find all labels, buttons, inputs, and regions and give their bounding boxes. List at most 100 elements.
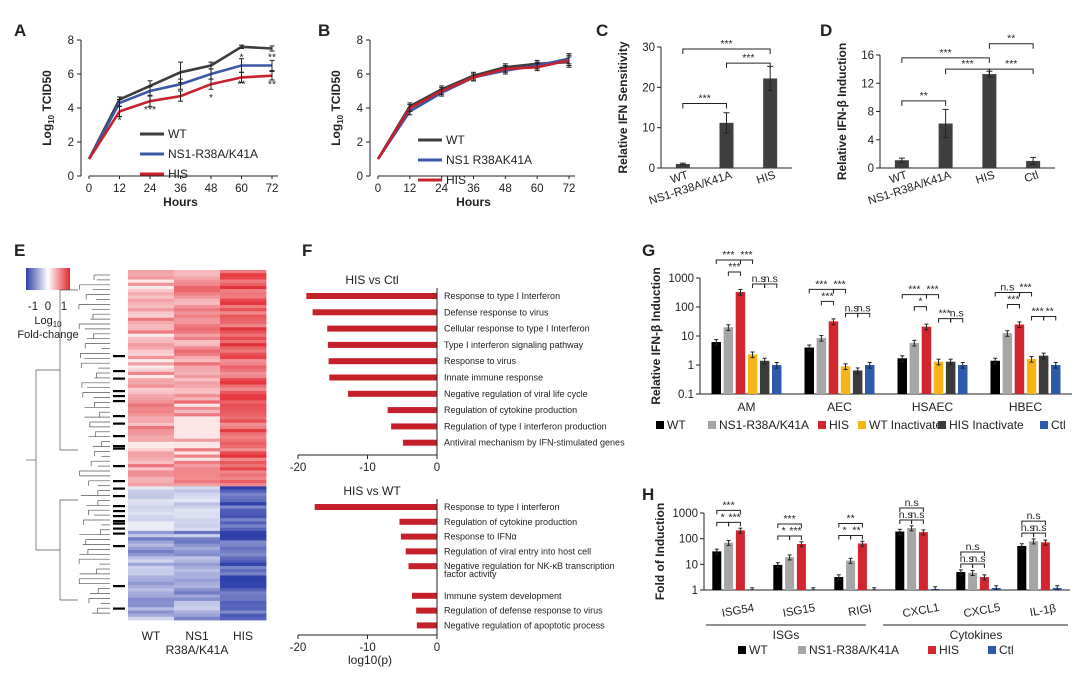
heatmap-cell bbox=[128, 406, 175, 411]
heatmap-cell bbox=[128, 480, 175, 484]
heatmap-cell bbox=[220, 521, 267, 525]
heatmap-cell bbox=[128, 565, 175, 570]
significance-bracket bbox=[925, 294, 940, 299]
gene-marker bbox=[113, 445, 125, 448]
heatmap-color-legend bbox=[26, 268, 70, 290]
significance-label: n.s bbox=[960, 553, 974, 565]
heatmap-cell bbox=[128, 559, 175, 564]
bar-his-inactivate bbox=[852, 370, 863, 394]
heatmap-cell bbox=[174, 448, 221, 452]
heatmap-cell bbox=[220, 492, 267, 497]
term-label: Defense response to virus bbox=[444, 307, 549, 317]
heatmap-cell bbox=[174, 610, 221, 615]
heatmap-column-label: NS1 bbox=[185, 629, 209, 643]
heatmap-cell bbox=[174, 365, 221, 370]
heatmap-cell bbox=[220, 556, 267, 560]
legend-label: HIS bbox=[829, 418, 849, 432]
heatmap-cell bbox=[174, 425, 221, 430]
heatmap-cell bbox=[128, 422, 175, 427]
heatmap-cell bbox=[220, 270, 267, 274]
panel-label-a: A bbox=[14, 21, 26, 40]
heatmap-cell bbox=[128, 556, 175, 560]
bar-ctl bbox=[958, 365, 968, 394]
heatmap-cell bbox=[220, 435, 267, 440]
x-tick-label: 0 bbox=[86, 183, 92, 195]
significance-bracket bbox=[1021, 520, 1046, 526]
legend-title-line2: Fold-change bbox=[17, 329, 78, 341]
bar-ctl bbox=[1051, 365, 1061, 394]
heatmap-cell bbox=[128, 543, 175, 548]
heatmap-cell bbox=[128, 285, 175, 290]
term-label: Regulation of cytokine production bbox=[444, 405, 577, 415]
bar-ns1-r38a-k41a bbox=[846, 560, 856, 590]
significance-bracket bbox=[1043, 315, 1057, 321]
bar-his-inactivate bbox=[759, 360, 770, 394]
heatmap-cell bbox=[128, 616, 175, 621]
y-axis-label: Relative IFN-β Induction bbox=[649, 267, 663, 404]
significance-bracket bbox=[913, 306, 927, 311]
heatmap-cell bbox=[220, 425, 267, 430]
significance-label: ** bbox=[1007, 33, 1015, 45]
bar-ns1-r38a-k41a bbox=[723, 327, 734, 394]
heatmap-cell bbox=[174, 597, 221, 602]
panel-c-bar-chart: 0 10 20 30 Relative IFN Sensitivity WTNS1-R38… bbox=[616, 38, 792, 208]
heatmap-cell bbox=[220, 559, 267, 564]
x-tick-label: -20 bbox=[290, 462, 307, 474]
category-label: CXCL1 bbox=[902, 602, 941, 620]
significance-bracket bbox=[716, 509, 741, 515]
heatmap-cell bbox=[128, 607, 175, 611]
bar-wt bbox=[711, 342, 721, 394]
significance-bracket bbox=[726, 62, 771, 69]
y-label-main: TCID50 bbox=[329, 70, 343, 115]
y-tick-label: 20 bbox=[642, 82, 655, 94]
dendrogram bbox=[26, 274, 110, 614]
heatmap-cell bbox=[174, 508, 221, 513]
x-tick-label: 48 bbox=[205, 183, 218, 195]
heatmap-cell bbox=[128, 352, 175, 357]
bar-his-inactivate bbox=[945, 361, 956, 394]
heatmap-cell bbox=[174, 527, 221, 532]
category-label: HBEC bbox=[1009, 400, 1043, 414]
heatmap-cell bbox=[220, 550, 267, 554]
x-tick-label: WT bbox=[669, 169, 690, 186]
significance-bracket bbox=[972, 563, 985, 569]
panel-label-c: C bbox=[596, 21, 608, 40]
x-tick-label: 72 bbox=[563, 183, 576, 195]
heatmap-cell bbox=[128, 349, 175, 354]
heatmap-cell bbox=[128, 381, 175, 385]
y-axis-label: Relative IFN-β Induction bbox=[835, 43, 849, 180]
term-label: Cellular response to type I Interferon bbox=[444, 324, 590, 334]
heatmap-cell bbox=[128, 390, 175, 395]
y-tick-label: 16 bbox=[861, 50, 874, 62]
heatmap-cell bbox=[174, 375, 221, 379]
significance-bracket bbox=[739, 259, 754, 264]
legend-label: NS1 R38AK41A bbox=[446, 153, 532, 167]
heatmap-column-label: HIS bbox=[233, 629, 253, 643]
x-tick-label: Ctl bbox=[1023, 169, 1040, 185]
heatmap-cell bbox=[220, 317, 267, 322]
heatmap-cell bbox=[174, 483, 221, 487]
heatmap-cell bbox=[128, 387, 175, 392]
heatmap-cell bbox=[128, 613, 175, 618]
heatmap-cell bbox=[174, 390, 221, 395]
x-axis-label: log10(p) bbox=[348, 653, 392, 667]
significance-label: *** bbox=[938, 308, 950, 320]
term-bar bbox=[387, 407, 437, 414]
heatmap-cell bbox=[220, 410, 267, 414]
y-tick-label: 0 bbox=[68, 171, 74, 183]
significance-label: *** bbox=[728, 261, 740, 273]
gene-marker bbox=[113, 487, 125, 490]
heatmap-cell bbox=[174, 502, 221, 506]
significance-bracket bbox=[682, 102, 727, 109]
heatmap-cell bbox=[128, 527, 175, 532]
bar-wt bbox=[834, 577, 844, 590]
legend-label: WT Inactivate bbox=[869, 418, 942, 432]
significance-label: n.s bbox=[845, 302, 859, 314]
heatmap-cell bbox=[174, 562, 221, 567]
y-tick-label: 10 bbox=[685, 559, 698, 571]
legend-label: HIS Inactivate bbox=[949, 418, 1024, 432]
heatmap-cell bbox=[128, 371, 175, 376]
significance-label: * bbox=[721, 511, 725, 523]
legend-swatch bbox=[938, 421, 946, 429]
